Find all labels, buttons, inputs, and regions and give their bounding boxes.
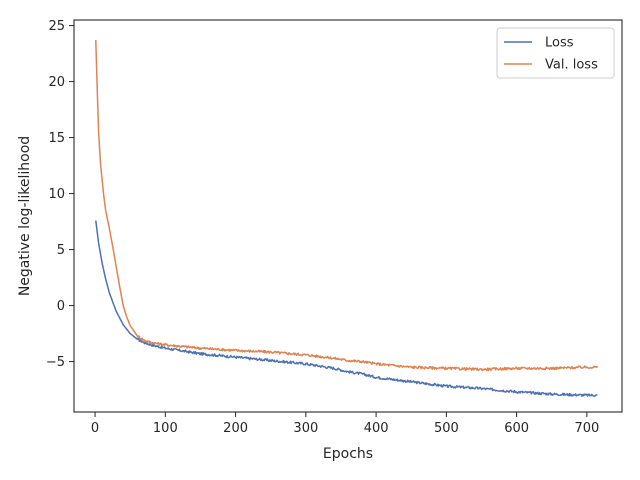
y-tick-label: −5 bbox=[46, 355, 65, 370]
y-tick-label: 5 bbox=[57, 243, 65, 258]
legend-label: Loss bbox=[545, 36, 574, 51]
legend: Loss Val. loss bbox=[496, 27, 615, 79]
x-tick-label: 400 bbox=[364, 421, 389, 436]
y-tick-label: 25 bbox=[48, 19, 65, 34]
series-lines bbox=[95, 40, 599, 397]
plot-frame bbox=[73, 19, 623, 413]
x-axis-label: Epochs bbox=[323, 446, 373, 462]
y-tick-label: 10 bbox=[48, 187, 65, 202]
y-axis-label: Negative log-likelihood bbox=[17, 136, 33, 296]
series-line-1 bbox=[95, 40, 599, 372]
y-tick-label: 0 bbox=[57, 299, 65, 314]
x-tick-label: 600 bbox=[504, 421, 529, 436]
x-tick-label: 700 bbox=[574, 421, 599, 436]
y-tick-label: 15 bbox=[48, 131, 65, 146]
y-tick-label: 20 bbox=[48, 75, 65, 90]
series-line-0 bbox=[95, 220, 598, 397]
x-tick-label: 200 bbox=[223, 421, 248, 436]
legend-label: Val. loss bbox=[545, 58, 598, 73]
x-tick-label: 100 bbox=[153, 421, 178, 436]
x-tick-label: 0 bbox=[91, 421, 99, 436]
ticks: 0 100 200 300 400 500 600 700 −5 0 5 10 15 20 25 bbox=[46, 19, 599, 436]
legend-box bbox=[496, 27, 615, 79]
x-tick-label: 300 bbox=[293, 421, 318, 436]
x-tick-label: 500 bbox=[434, 421, 459, 436]
